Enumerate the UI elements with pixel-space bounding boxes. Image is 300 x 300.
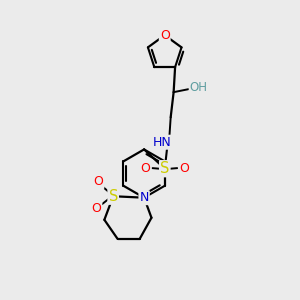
Text: OH: OH bbox=[190, 81, 208, 94]
Text: HN: HN bbox=[153, 136, 172, 149]
Text: S: S bbox=[109, 189, 118, 204]
Text: N: N bbox=[140, 191, 149, 204]
Text: O: O bbox=[160, 29, 170, 42]
Text: O: O bbox=[92, 202, 101, 215]
Text: O: O bbox=[94, 175, 103, 188]
Text: S: S bbox=[160, 161, 170, 176]
Text: O: O bbox=[141, 162, 151, 175]
Text: O: O bbox=[179, 162, 189, 175]
